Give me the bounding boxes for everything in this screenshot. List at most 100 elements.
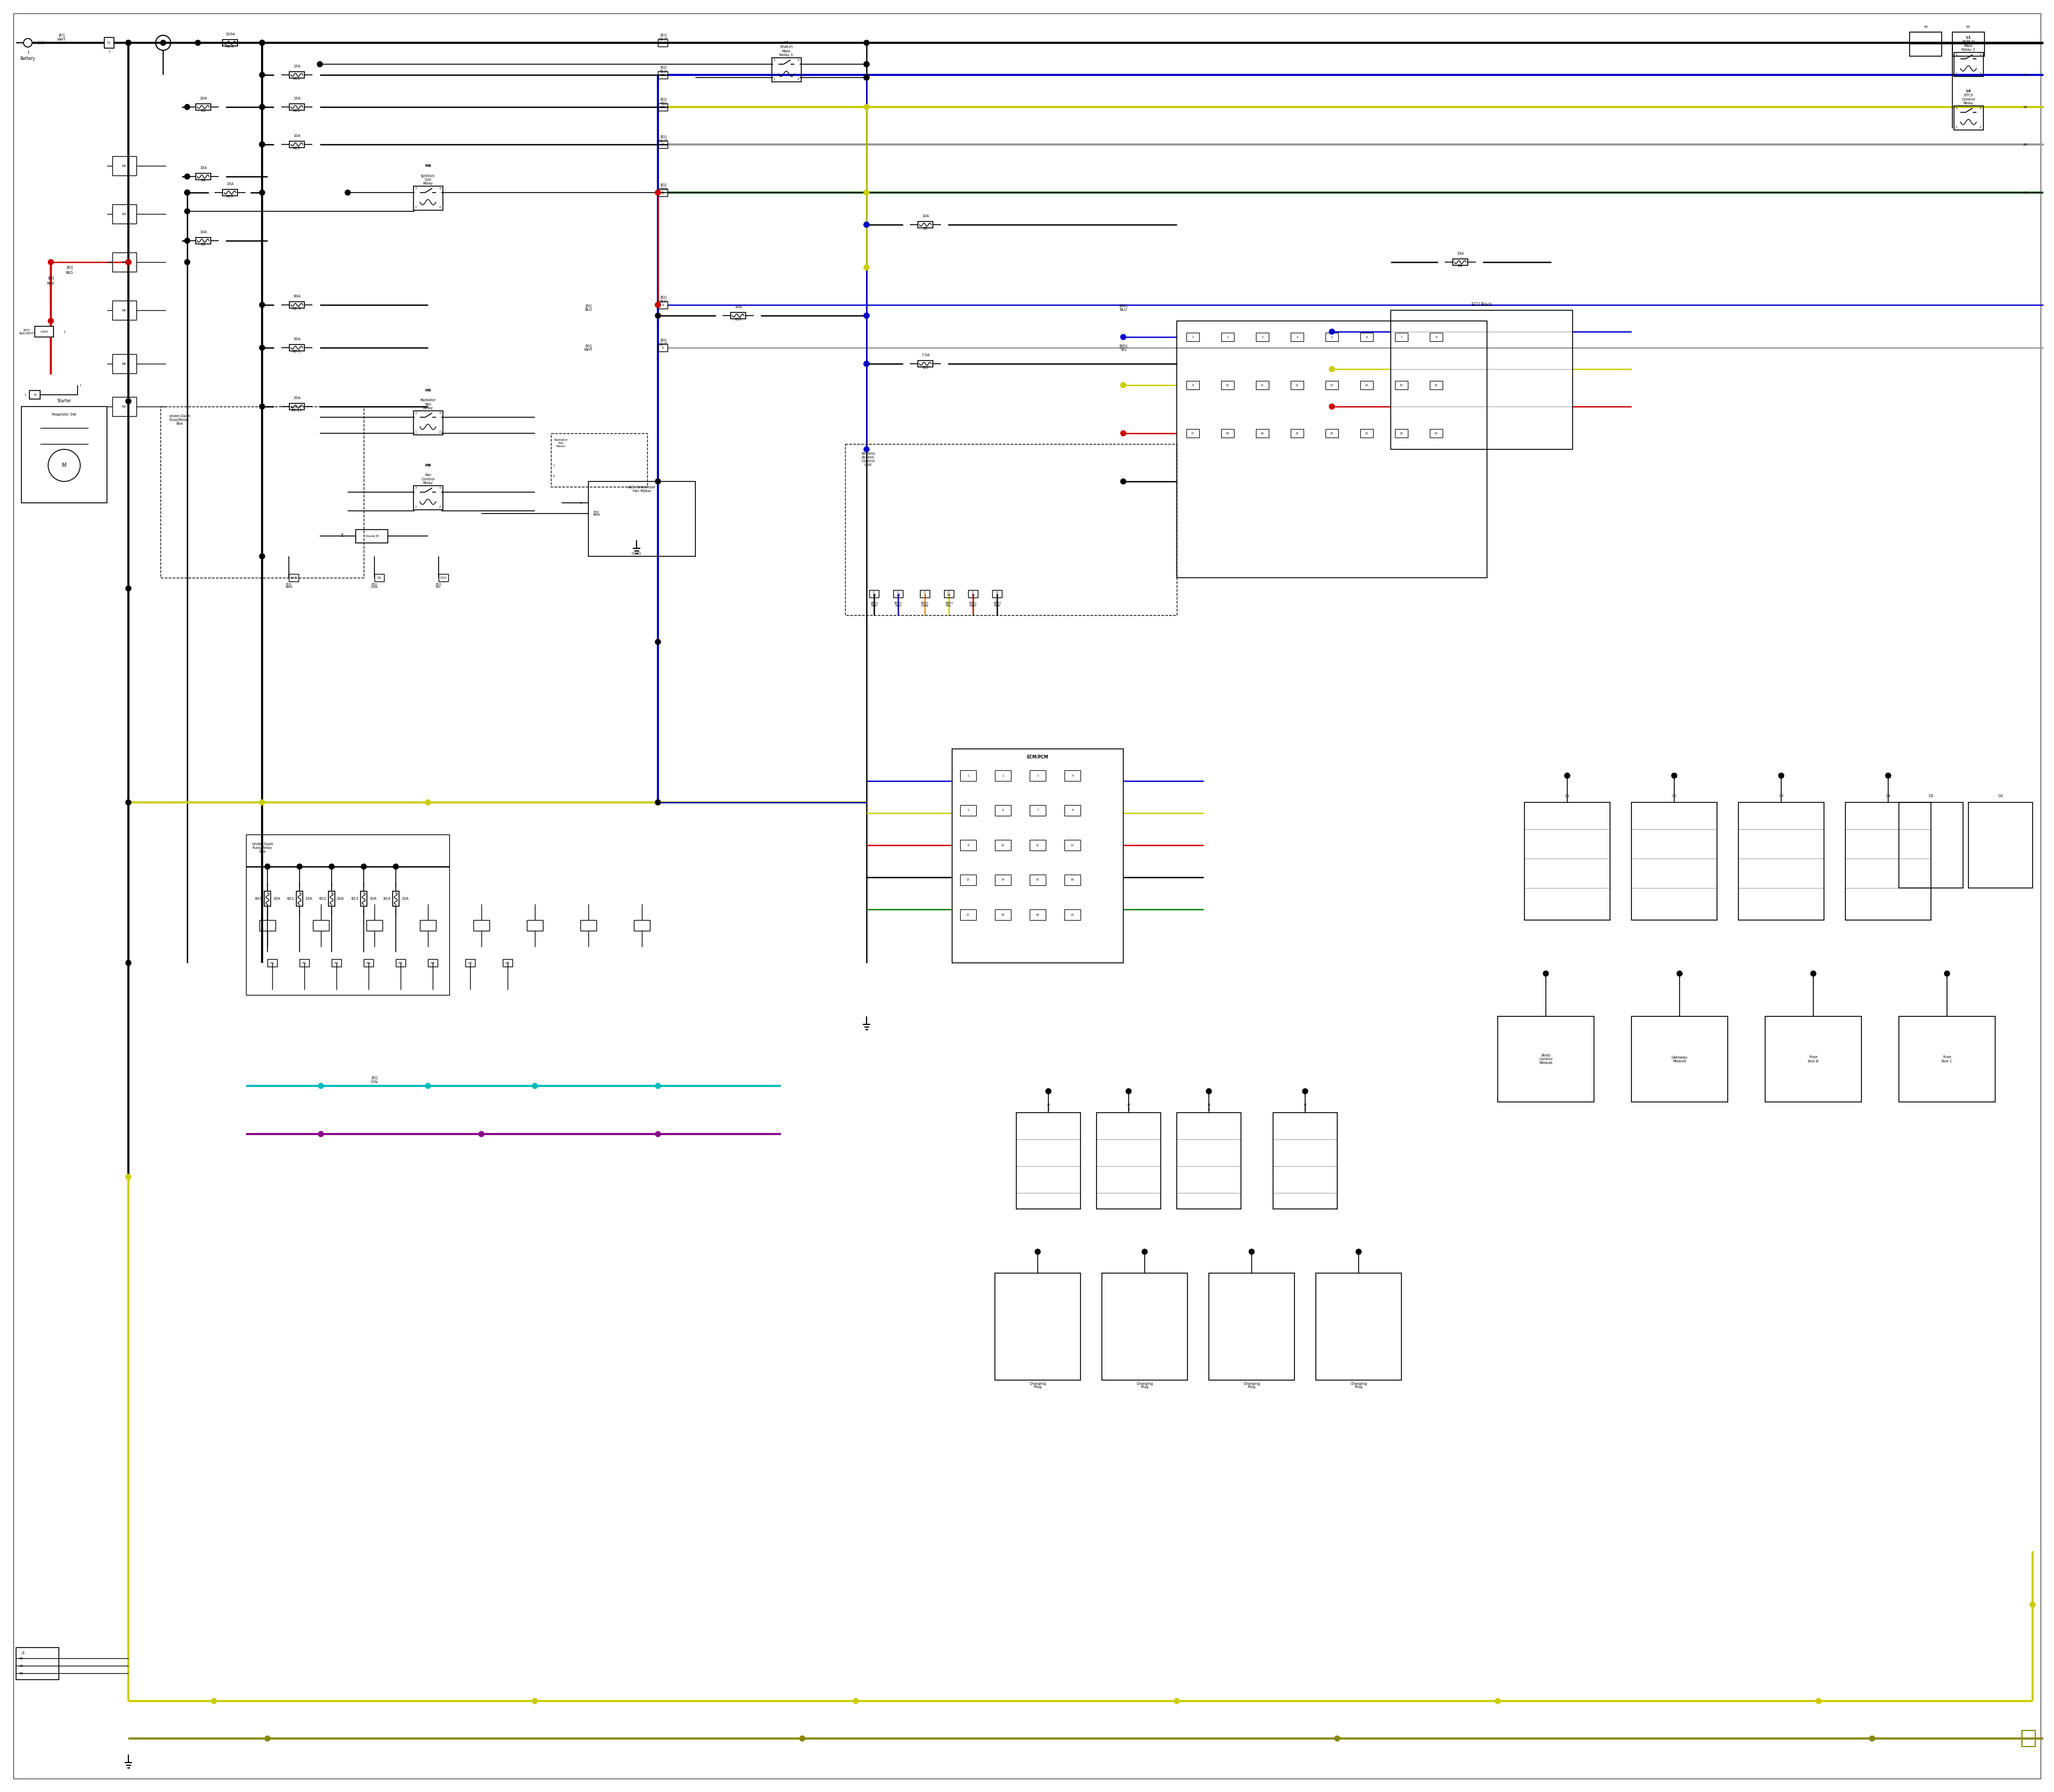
Text: B12: B12 [318, 898, 327, 900]
Text: BLU: BLU [659, 70, 668, 73]
Bar [16, 1647, 60, 1679]
Circle shape [212, 1699, 216, 1704]
Bar [374, 573, 384, 581]
Circle shape [185, 174, 189, 179]
Text: 15A: 15A [294, 65, 300, 68]
Bar [1325, 382, 1339, 389]
Circle shape [1886, 772, 1892, 778]
Bar [1255, 428, 1269, 437]
Text: 20: 20 [1070, 914, 1074, 916]
Circle shape [259, 39, 265, 45]
Circle shape [865, 190, 869, 195]
Text: Radiator
Fan
Motor: Radiator Fan Motor [555, 439, 567, 448]
Text: B4: B4 [1458, 263, 1462, 267]
Text: 20A: 20A [294, 396, 300, 400]
Bar [1064, 771, 1080, 781]
Circle shape [655, 799, 661, 805]
Bar [1631, 803, 1717, 919]
Circle shape [1495, 1699, 1499, 1704]
Bar [1177, 1113, 1241, 1210]
Text: Charging
Plug: Charging Plug [1029, 1382, 1045, 1389]
Circle shape [1676, 971, 1682, 977]
Circle shape [259, 403, 265, 409]
Text: N3: N3 [121, 213, 127, 215]
Bar [772, 57, 801, 82]
Bar [1395, 333, 1407, 340]
Text: [EJ]: [EJ] [66, 265, 72, 269]
Text: 58: 58 [661, 41, 665, 45]
Bar [1953, 106, 1982, 129]
Bar [222, 190, 238, 195]
Text: Under-Dash
Fuse/Relay
Box: Under-Dash Fuse/Relay Box [251, 842, 273, 853]
Text: M: M [62, 462, 66, 468]
Text: [EJ]: [EJ] [659, 134, 665, 138]
Bar [1222, 382, 1234, 389]
Bar [1497, 1016, 1594, 1102]
Circle shape [865, 360, 869, 366]
Text: RED: RED [66, 271, 74, 274]
Text: B2: B2 [922, 228, 928, 229]
Text: [EJ]
ORN: [EJ] ORN [370, 582, 378, 588]
Circle shape [1206, 1088, 1212, 1093]
Bar [550, 434, 647, 487]
Circle shape [47, 319, 53, 324]
Bar [945, 590, 953, 597]
Text: 59: 59 [2023, 106, 2027, 108]
Bar [1360, 333, 1372, 340]
Text: B31: B31 [735, 317, 741, 321]
Text: Body
Control
Module: Body Control Module [1538, 1054, 1553, 1064]
Text: A1: A1 [269, 962, 275, 964]
Text: C
11: C 11 [972, 591, 976, 597]
Circle shape [259, 104, 265, 109]
Text: 50A: 50A [294, 337, 300, 340]
Circle shape [1121, 335, 1126, 340]
Circle shape [865, 61, 869, 66]
Bar [1844, 803, 1931, 919]
Text: 58: 58 [661, 73, 665, 77]
Text: Under-Dash
Fuse/Relay
Box: Under-Dash Fuse/Relay Box [168, 414, 191, 425]
Text: 22: 22 [1366, 432, 1368, 435]
Text: 10A: 10A [273, 898, 279, 900]
Bar [290, 72, 304, 79]
Bar [918, 222, 933, 228]
Text: [BD]
BLK: [BD] BLK [994, 602, 1000, 607]
Text: 19: 19 [1261, 432, 1263, 435]
Text: [EJ]: [EJ] [659, 99, 665, 102]
Text: Ignition
Coil
Relay: Ignition Coil Relay [421, 174, 435, 185]
Text: C400: C400 [41, 330, 47, 333]
Bar [1631, 1016, 1727, 1102]
Bar [160, 407, 364, 577]
Text: [EJ]
YEL: [EJ] YEL [435, 582, 442, 588]
Text: 10: 10 [1000, 844, 1004, 846]
Text: B3: B3 [18, 1672, 23, 1674]
Text: 42: 42 [661, 192, 665, 194]
Circle shape [865, 222, 869, 228]
Text: 15A: 15A [294, 97, 300, 100]
Bar [1898, 803, 1964, 889]
Text: A/C Condenser
Fan Motor: A/C Condenser Fan Motor [629, 486, 655, 493]
Text: [EJ]: [EJ] [372, 1075, 378, 1079]
Bar [113, 253, 136, 272]
Circle shape [655, 478, 661, 484]
Text: A
1: A 1 [996, 591, 998, 597]
Bar [1064, 874, 1080, 885]
Text: 10A: 10A [735, 305, 741, 308]
Circle shape [160, 39, 166, 45]
Text: B14: B14 [384, 898, 390, 900]
Text: [EJ]
BRN: [EJ] BRN [286, 582, 292, 588]
Text: C17: C17 [290, 577, 298, 579]
Bar [2021, 1731, 2036, 1747]
Text: PGM-FI
Main
Relay 2: PGM-FI Main Relay 2 [1962, 41, 1976, 52]
Bar [472, 919, 489, 930]
Bar [1210, 1272, 1294, 1380]
Bar [657, 301, 668, 308]
Text: M4: M4 [425, 165, 431, 167]
Text: [EJ]: [EJ] [659, 183, 665, 186]
Bar [466, 959, 474, 966]
Circle shape [1142, 1249, 1148, 1254]
Text: B
2: B 2 [1048, 1104, 1050, 1111]
Text: N4: N4 [121, 262, 127, 263]
Text: 19: 19 [1035, 914, 1039, 916]
Bar [195, 174, 212, 179]
Bar [959, 840, 976, 851]
